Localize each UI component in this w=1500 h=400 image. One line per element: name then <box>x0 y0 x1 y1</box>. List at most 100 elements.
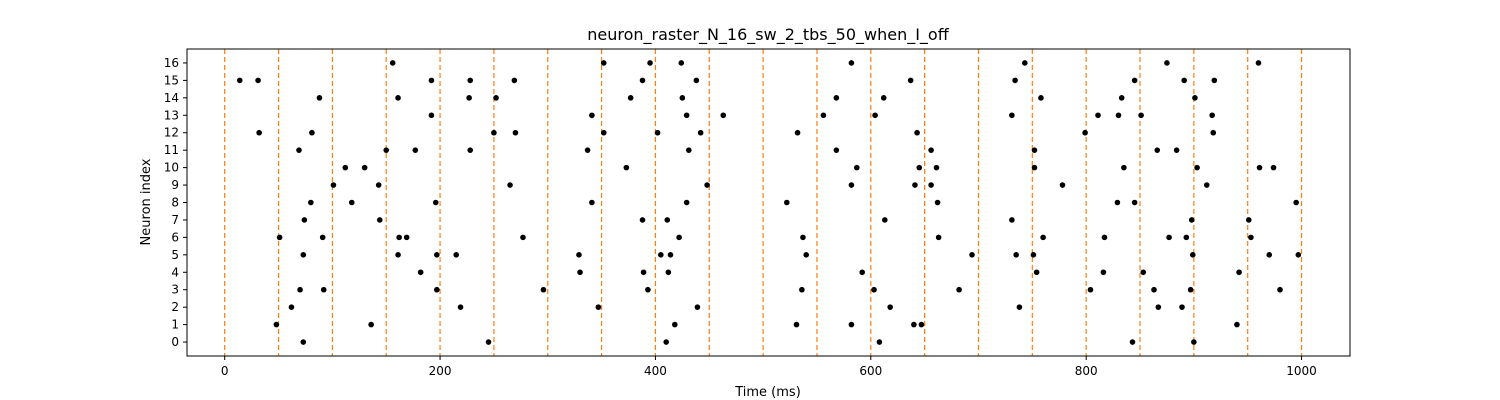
y-tick-label: 1 <box>171 318 179 332</box>
spike-point <box>485 339 492 345</box>
spike-point <box>342 164 349 171</box>
spike-point <box>918 321 925 328</box>
spike-point <box>273 321 280 328</box>
spike-point <box>491 129 497 136</box>
spike-point <box>1087 286 1094 293</box>
spike-point <box>1210 129 1217 136</box>
spike-point <box>520 234 526 241</box>
spike-point <box>683 199 690 206</box>
spike-point <box>493 95 499 101</box>
spike-point <box>396 234 402 241</box>
spike-point <box>1059 182 1066 188</box>
spike-point <box>589 112 595 119</box>
spike-point <box>276 234 283 241</box>
spike-point <box>800 234 806 241</box>
spike-point <box>236 77 243 84</box>
spike-point <box>1038 95 1044 101</box>
spike-point <box>348 199 355 206</box>
spike-point <box>1248 234 1254 241</box>
spike-point <box>645 286 651 293</box>
spike-point <box>720 112 727 119</box>
spike-point <box>316 95 323 101</box>
spike-point <box>928 147 934 153</box>
y-tick-label: 5 <box>171 248 179 262</box>
spike-point <box>288 304 295 310</box>
spike-point <box>589 199 595 206</box>
spike-point <box>928 182 934 188</box>
spike-point <box>1164 60 1170 66</box>
spike-point <box>1211 77 1218 84</box>
spike-point <box>1194 164 1200 171</box>
spike-point <box>1033 269 1040 276</box>
spike-point <box>1277 286 1283 293</box>
spike-point <box>296 147 302 153</box>
spike-point <box>320 286 327 293</box>
spike-point <box>1191 339 1197 345</box>
spike-point <box>383 147 390 153</box>
spike-point <box>434 252 440 258</box>
y-tick-label: 0 <box>171 335 179 349</box>
y-tick-label: 15 <box>164 73 179 87</box>
y-tick-label: 11 <box>164 143 179 157</box>
spike-point <box>1151 286 1157 293</box>
spike-point <box>512 129 519 136</box>
x-tick-label: 400 <box>644 364 667 378</box>
spike-point <box>914 129 920 136</box>
spike-point <box>300 339 307 345</box>
spike-point <box>1100 269 1107 276</box>
spike-point <box>600 60 607 66</box>
chart-title: neuron_raster_N_16_sw_2_tbs_50_when_I_of… <box>587 25 949 45</box>
spike-point <box>912 182 918 188</box>
spike-points <box>236 60 1302 345</box>
x-axis-label: Time (ms) <box>734 385 801 400</box>
spike-point <box>916 164 923 171</box>
spike-point <box>1256 164 1263 171</box>
spike-point <box>683 112 690 119</box>
spike-point <box>1234 321 1240 328</box>
x-tick-label: 0 <box>221 364 229 378</box>
spike-point <box>911 321 917 328</box>
spike-point <box>820 112 827 119</box>
spike-point <box>1245 217 1252 223</box>
x-tick-label: 200 <box>429 364 452 378</box>
spike-point <box>308 199 314 206</box>
spike-point <box>1236 269 1242 276</box>
spike-point <box>428 112 435 119</box>
plot-frame <box>186 48 1351 357</box>
spike-point <box>301 217 308 223</box>
spike-point <box>697 129 704 136</box>
spike-point <box>1013 252 1019 258</box>
spike-point <box>794 129 801 136</box>
y-tick-label: 16 <box>164 56 179 70</box>
spike-point <box>577 269 583 276</box>
spike-point <box>1021 60 1028 66</box>
vertical-guide-lines <box>224 49 1303 356</box>
spike-point <box>1030 252 1037 258</box>
spike-point <box>704 182 710 188</box>
spike-point <box>1179 304 1185 310</box>
spike-point <box>1131 199 1138 206</box>
spike-point <box>330 182 337 188</box>
spike-point <box>1189 252 1196 258</box>
x-tick-label: 800 <box>1075 364 1098 378</box>
spike-point <box>1209 112 1215 119</box>
y-tick-label: 9 <box>171 178 179 192</box>
y-tick-label: 13 <box>164 108 179 122</box>
spike-point <box>309 129 315 136</box>
spike-point <box>1255 60 1262 66</box>
spike-point <box>686 147 692 153</box>
y-tick-label: 7 <box>171 213 179 227</box>
spike-point <box>1009 112 1015 119</box>
spike-point <box>672 321 678 328</box>
spike-point <box>665 269 672 276</box>
spike-point <box>256 129 262 136</box>
spike-point <box>1121 164 1127 171</box>
y-tick-label: 10 <box>164 161 179 175</box>
spike-point <box>1115 112 1122 119</box>
spike-point <box>658 252 664 258</box>
spike-point <box>1293 199 1299 206</box>
spike-point <box>584 147 591 153</box>
spike-point <box>1009 217 1015 223</box>
